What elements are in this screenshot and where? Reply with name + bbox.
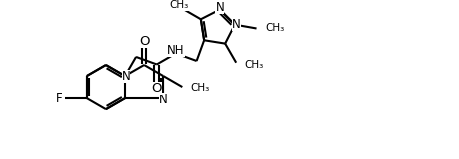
Text: F: F — [55, 92, 62, 105]
Text: N: N — [121, 69, 130, 83]
Text: O: O — [139, 35, 149, 48]
Text: NH: NH — [167, 44, 184, 57]
Text: N: N — [215, 1, 224, 14]
Text: CH₃: CH₃ — [190, 83, 209, 93]
Text: CH₃: CH₃ — [244, 60, 263, 70]
Text: O: O — [151, 82, 162, 95]
Text: CH₃: CH₃ — [265, 24, 285, 34]
Text: CH₃: CH₃ — [169, 0, 188, 10]
Text: N: N — [158, 93, 167, 106]
Text: N: N — [232, 18, 241, 31]
